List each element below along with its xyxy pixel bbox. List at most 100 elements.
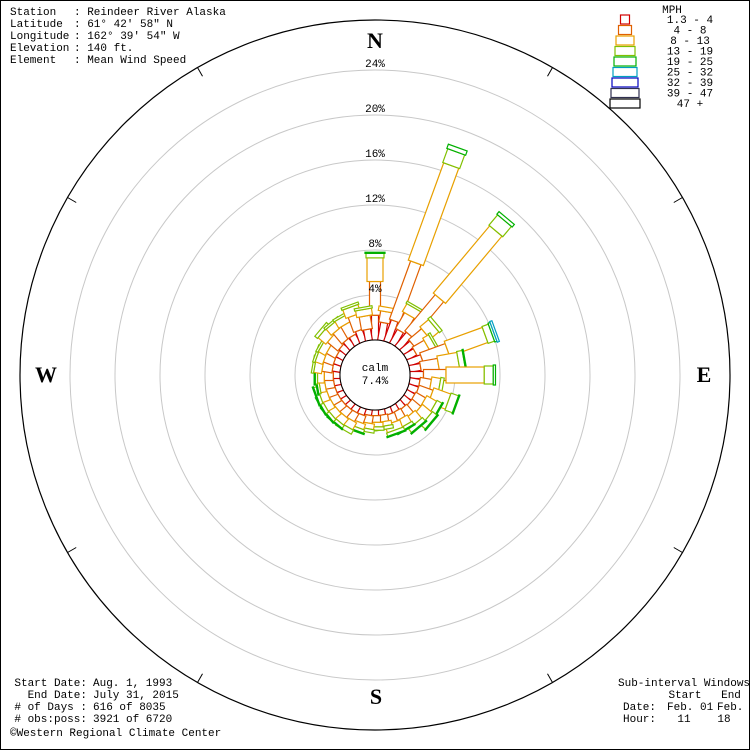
compass-tick — [67, 547, 77, 553]
legend-label: 32 - 39 — [667, 78, 713, 90]
compass-tick — [547, 67, 553, 77]
subinterval-value: 11 — [677, 714, 691, 726]
subinterval-header: Start — [668, 690, 701, 702]
petal — [364, 251, 386, 341]
period-value: 3921 of 6720 — [93, 714, 172, 726]
grid-ring — [69, 69, 681, 681]
legend-label: 39 - 47 — [667, 88, 713, 100]
legend-title: MPH — [662, 5, 682, 17]
petal-segment — [445, 366, 485, 384]
calm-label: calm — [362, 363, 389, 375]
petal-segment — [423, 413, 440, 432]
legend-swatch — [614, 45, 636, 57]
legend-label: 4 - 8 — [673, 25, 706, 37]
info-value: : 140 ft. — [74, 43, 133, 55]
legend-label: 47 + — [677, 99, 703, 111]
info-key: Elevation — [10, 43, 69, 55]
subinterval-header: End — [721, 690, 741, 702]
period-value: 616 of 8035 — [93, 702, 166, 714]
compass-tick — [197, 67, 203, 77]
subinterval-value: 18 — [717, 714, 730, 726]
legend-swatch — [609, 98, 641, 109]
grid-ring — [204, 204, 546, 546]
ring-label: 16% — [365, 149, 385, 161]
period-value: July 31, 2015 — [93, 690, 179, 702]
ring-label: 24% — [365, 59, 385, 71]
period-key: # obs:poss: — [14, 714, 87, 726]
ring-label: 12% — [365, 194, 385, 206]
legend-label: 25 - 32 — [667, 67, 713, 79]
petal — [388, 300, 424, 348]
compass-tick — [673, 197, 683, 203]
subinterval-value: Feb. 01 — [667, 702, 714, 714]
petal-segment — [446, 143, 468, 157]
subinterval-label: Hour: — [623, 714, 656, 726]
period-value: Aug. 1, 1993 — [93, 678, 172, 690]
legend-label: 13 - 19 — [667, 46, 713, 58]
legend-label: 8 - 13 — [670, 36, 710, 48]
grid-ring — [249, 249, 501, 501]
info-key: Latitude — [10, 19, 63, 31]
legend-label: 1.3 - 4 — [667, 15, 714, 27]
legend-swatch — [610, 87, 640, 99]
petal-segment — [311, 386, 321, 407]
petal-segment — [358, 314, 374, 332]
calm-value: 7.4% — [362, 376, 389, 388]
compass-tick — [547, 673, 553, 683]
petal-segment — [362, 328, 374, 342]
petal — [408, 348, 468, 374]
petal-segment — [492, 364, 497, 386]
compass-label: S — [370, 684, 382, 709]
petal-segment — [340, 301, 360, 312]
petals — [310, 143, 516, 439]
compass-tick — [673, 547, 683, 553]
info-key: Element — [10, 55, 56, 67]
ring-label: 20% — [365, 104, 385, 116]
legend-swatch — [612, 66, 638, 78]
info-value: : 162° 39' 54" W — [74, 31, 180, 43]
period-key: # of Days : — [14, 702, 87, 714]
compass-tick — [67, 197, 77, 203]
grid-ring — [114, 114, 636, 636]
petal-segment — [496, 210, 516, 228]
petal-segment — [483, 365, 494, 385]
legend-label: 19 - 25 — [667, 57, 713, 69]
petal-segment — [451, 394, 461, 415]
legend-swatch — [615, 35, 635, 46]
info-value: : Reindeer River Alaska — [74, 7, 226, 19]
credit: ©Western Regional Climate Center — [10, 728, 221, 740]
subinterval-value: Feb. 28 — [717, 702, 750, 714]
compass-label: E — [697, 362, 712, 387]
calm-circle — [339, 339, 411, 411]
petal-segment — [409, 419, 428, 435]
petal-segment — [427, 315, 443, 334]
info-value: : Mean Wind Speed — [74, 55, 186, 67]
petal-segment — [353, 305, 374, 312]
subinterval-title: Sub-interval Windows — [618, 678, 750, 690]
compass-label: N — [367, 28, 383, 53]
compass-tick — [197, 673, 203, 683]
petal — [398, 315, 443, 357]
petal — [382, 143, 468, 345]
period-key: End Date: — [28, 690, 87, 702]
period-key: Start Date: — [14, 678, 87, 690]
ring-label: 8% — [368, 239, 382, 251]
petal-segment — [488, 319, 501, 343]
rings — [69, 69, 681, 681]
ring-label: 4% — [368, 284, 382, 296]
petal-segment — [386, 429, 407, 439]
petal — [393, 210, 516, 352]
compass-label: W — [35, 362, 57, 387]
petal-segment — [366, 257, 384, 283]
legend-swatch — [613, 56, 637, 67]
info-key: Longitude — [10, 31, 69, 43]
petal — [353, 305, 374, 342]
compass-circle — [19, 19, 731, 731]
grid-ring — [159, 159, 591, 591]
petal-segment — [365, 252, 385, 259]
petal-segment — [364, 251, 386, 254]
info-value: : 61° 42' 58" N — [74, 19, 173, 31]
subinterval-label: Date: — [623, 702, 656, 714]
legend-swatch — [617, 24, 633, 36]
